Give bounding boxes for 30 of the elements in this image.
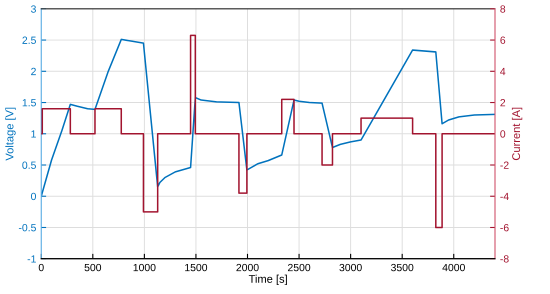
x-tick-label: 1500 xyxy=(185,264,208,272)
y-tick-label: 0 xyxy=(31,192,36,200)
y-tick-label: 1.5 xyxy=(22,99,36,106)
y-tick-label: -1 xyxy=(28,255,36,262)
y-tick-label: 2.5 xyxy=(22,36,36,44)
x-tick-label: 2500 xyxy=(288,264,310,272)
y-tick-label: -0.5 xyxy=(18,224,36,232)
x-tick-label: 4000 xyxy=(442,264,465,272)
y2-tick-label: -6 xyxy=(500,224,509,232)
x-axis-title: Time [s] xyxy=(248,274,287,286)
x-tick-label: 500 xyxy=(84,264,102,272)
x-tick-label: 3500 xyxy=(391,264,414,272)
x-tick-label: 3000 xyxy=(339,264,362,272)
y2-tick-label: 8 xyxy=(500,5,506,13)
x-tick-label: 0 xyxy=(38,264,44,272)
y2-tick-label: -8 xyxy=(500,255,509,263)
y2-axis-title: Current [A] xyxy=(512,108,522,160)
y-tick-label: 3 xyxy=(30,5,36,13)
y-tick-label: 1 xyxy=(31,130,36,138)
x-tick-label: 1000 xyxy=(134,264,156,272)
y2-tick-label: 2 xyxy=(500,99,506,106)
y2-tick-label: 0 xyxy=(500,130,506,138)
y-axis-title: Voltage [V] xyxy=(5,108,16,161)
y2-tick-label: -2 xyxy=(500,162,509,169)
y-tick-label: 0.5 xyxy=(22,162,36,169)
y2-tick-label: 6 xyxy=(500,36,506,44)
x-tick-label: 2000 xyxy=(236,264,259,272)
y2-tick-label: 4 xyxy=(500,68,506,76)
y-tick-label: 2 xyxy=(31,68,36,76)
y2-tick-label: -4 xyxy=(500,192,509,200)
